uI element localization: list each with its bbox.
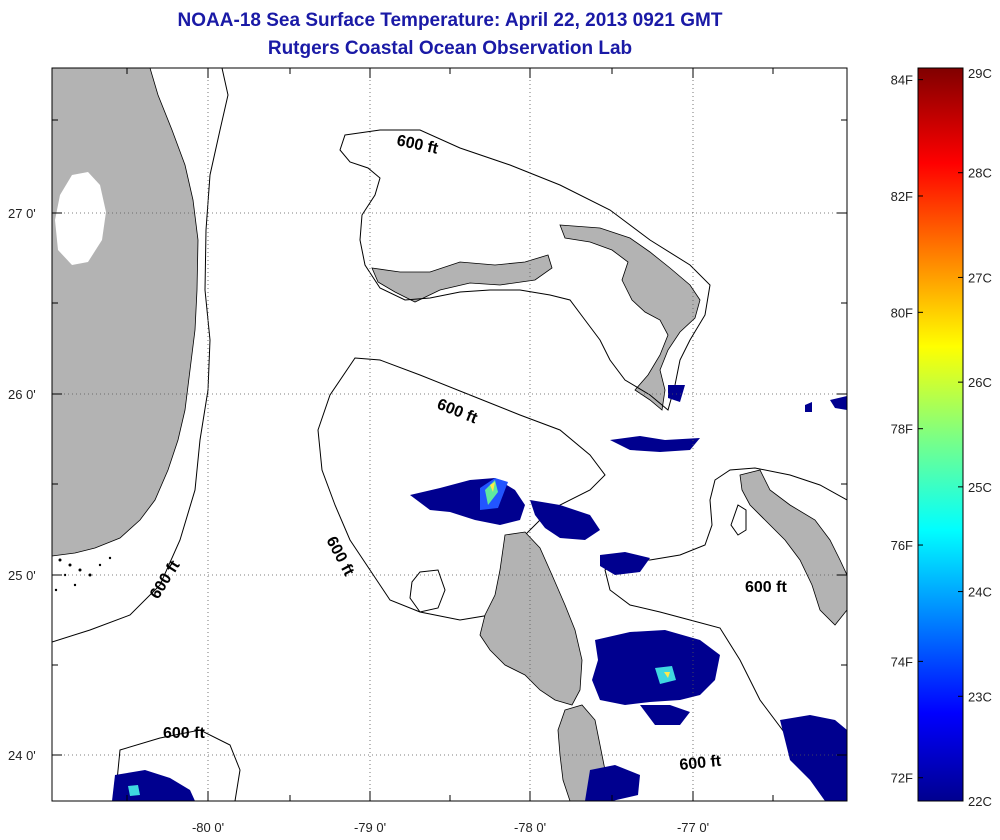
colorbar-celsius-label: 23C [968,689,992,704]
colorbar-fahrenheit-label: 78F [891,422,913,437]
lat-label-25: 25 0' [8,568,36,583]
tick-marks [52,68,847,801]
sst-patches [112,385,847,801]
colorbar-fahrenheit-label: 80F [891,305,913,320]
lon-label-80: -80 0' [192,820,224,835]
map-title: NOAA-18 Sea Surface Temperature: April 2… [177,10,723,31]
colorbar-fahrenheit-labels: 84F 82F 80F 78F 76F 74F 72F [891,73,913,786]
colorbar-celsius-label: 26C [968,375,992,390]
colorbar-celsius-labels: 29C 28C 27C 26C 25C 24C 23C 22C [968,66,992,809]
lon-label-79: -79 0' [354,820,386,835]
colorbar-celsius-label: 29C [968,66,992,81]
contour-label-florida: 600 ft [147,557,184,602]
exuma-contour [730,504,747,536]
map-content [52,68,847,801]
lat-label-27: 27 0' [8,206,36,221]
colorbar-celsius-label: 24C [968,585,992,600]
colorbar-celsius-label: 28C [968,166,992,181]
andros-land [479,531,583,706]
lon-label-78: -78 0' [514,820,546,835]
abaco-land [559,224,701,411]
colorbar-celsius-label: 22C [968,794,992,809]
colorbar-fahrenheit-label: 74F [891,654,913,669]
florida-contour [52,68,229,643]
colorbar-celsius-label: 25C [968,480,992,495]
colorbar-fahrenheit-label: 84F [891,73,913,88]
contour-label-west-bank: 600 ft [322,534,357,579]
florida-keys [54,556,112,592]
cay-sal-contour [114,729,241,801]
colorbar-fahrenheit-label: 76F [891,538,913,553]
graticule [52,68,847,801]
contour-label-cay-sal: 600 ft [163,725,205,742]
eleuthera-land [739,469,847,626]
map-subtitle: Rutgers Coastal Ocean Observation Lab [267,38,633,59]
contour-label-tongue: 600 ft [745,579,787,596]
florida-land [52,68,199,557]
colorbar-fahrenheit-label: 72F [891,771,913,786]
contour-label-bank: 600 ft [435,396,481,428]
lon-label-77: -77 0' [677,820,709,835]
little-bahama-contour [339,129,711,411]
lat-label-24: 24 0' [8,748,36,763]
grand-bahama-land [371,254,553,303]
colorbar-fahrenheit-label: 82F [891,189,913,204]
colorbar [917,67,964,802]
contour-label-south: 600 ft [679,753,723,774]
bank-inner-contour [409,569,446,613]
colorbar-ticks [918,67,963,802]
lat-label-26: 26 0' [8,387,36,402]
lake-okeechobee [55,172,106,265]
colorbar-celsius-label: 27C [968,270,992,285]
